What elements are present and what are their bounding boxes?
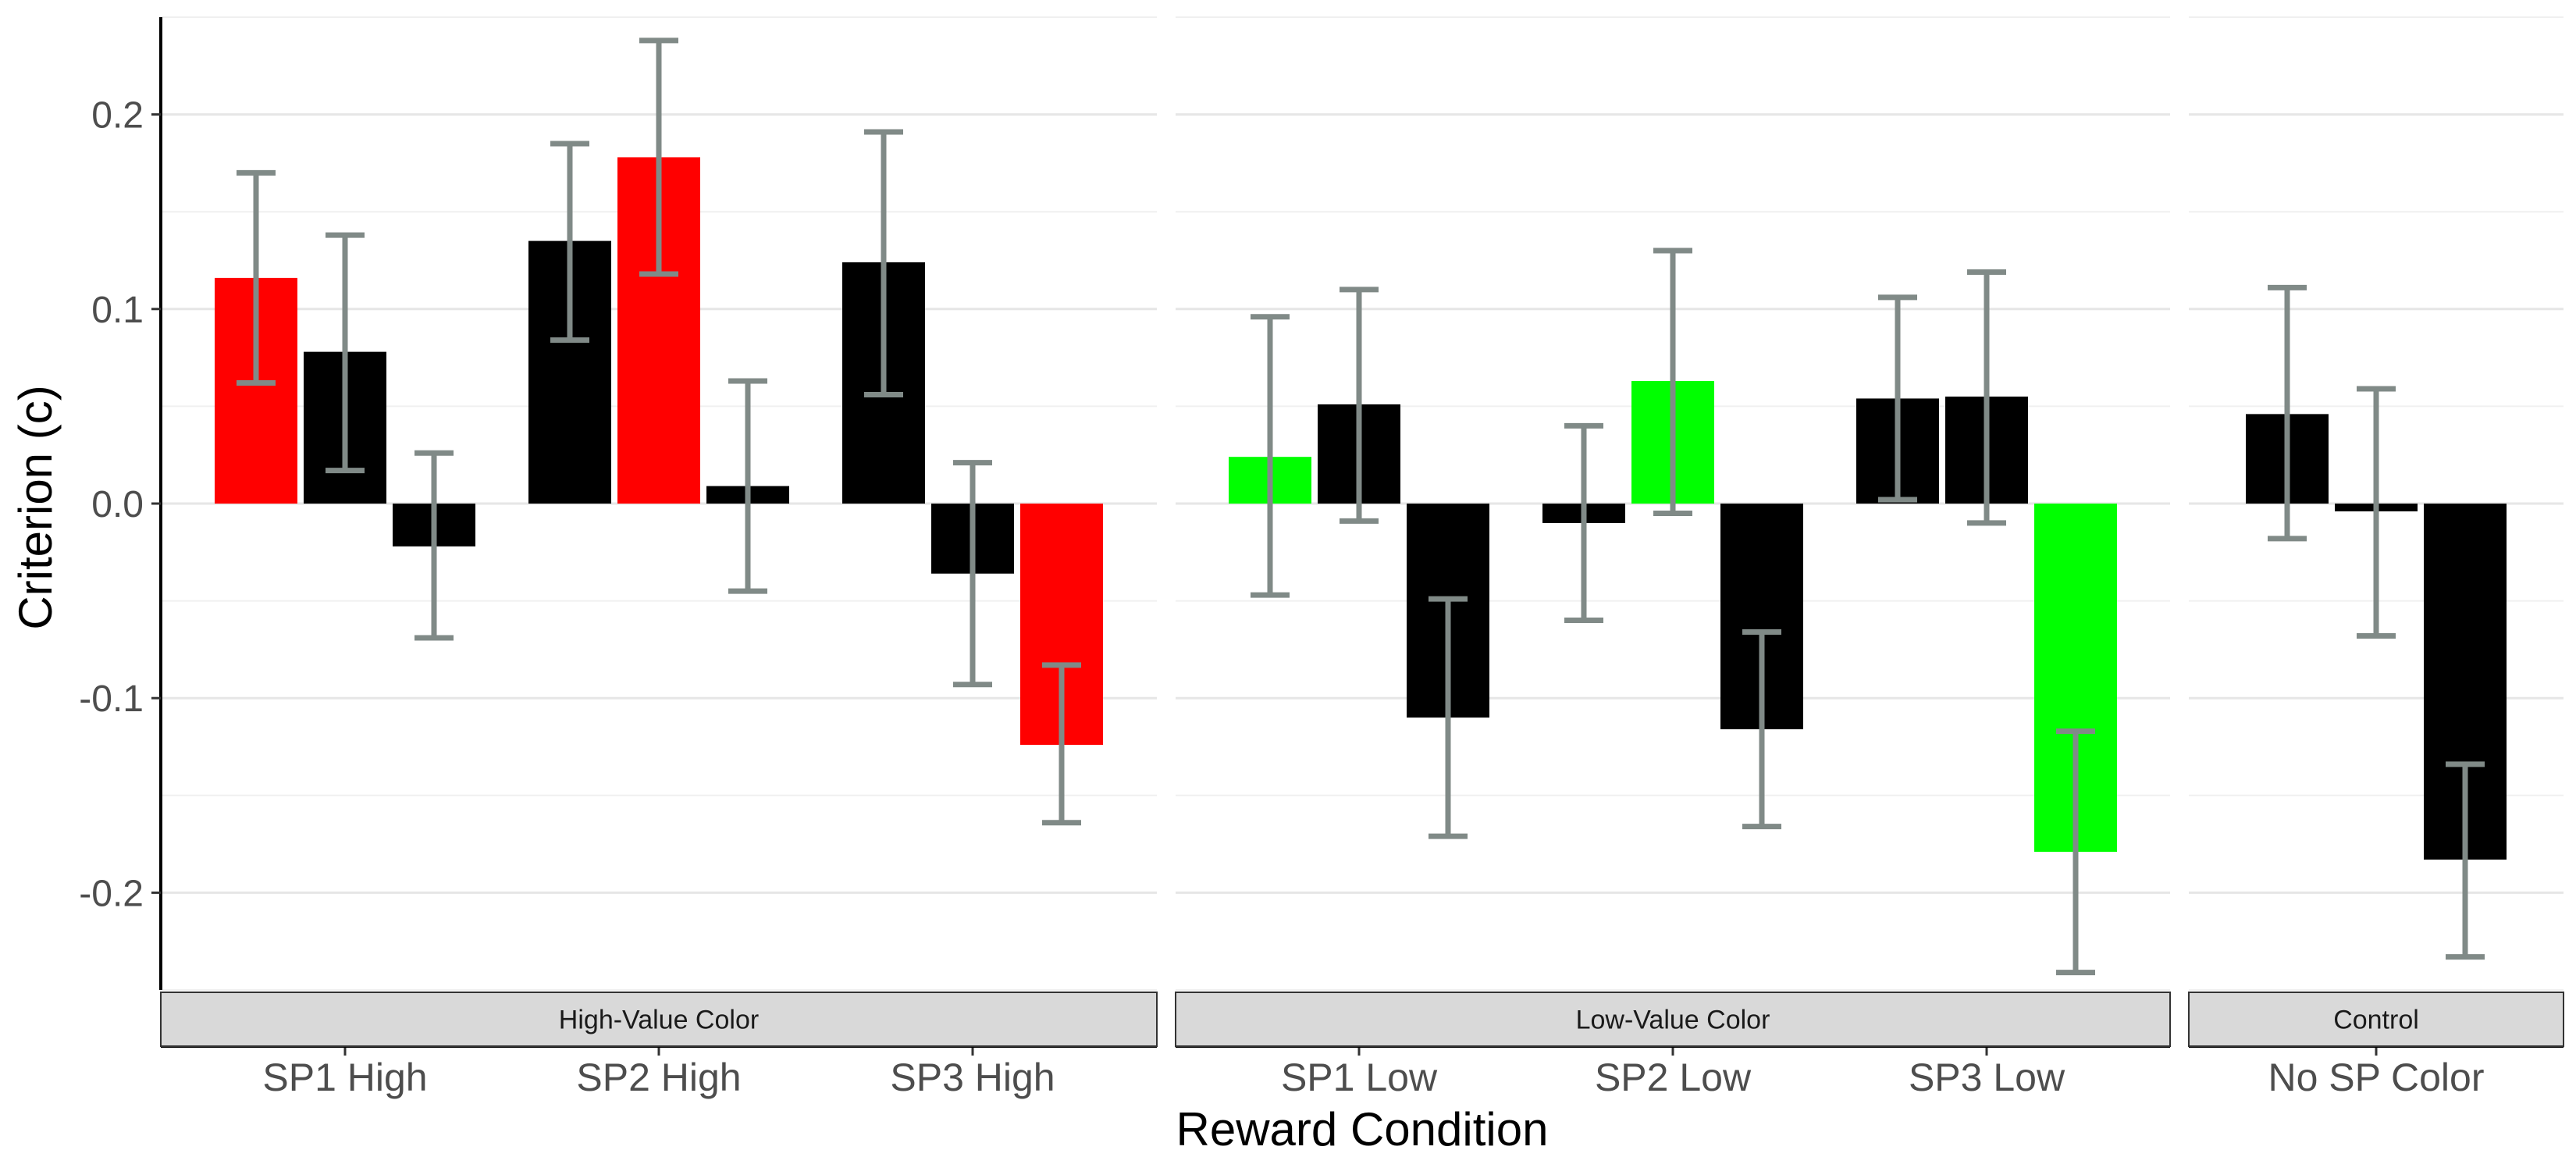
x-axis-title: Reward Condition bbox=[1176, 1103, 1549, 1155]
y-tick-label: 0.1 bbox=[91, 290, 144, 331]
facet-strip bbox=[1175, 992, 2171, 1047]
error-bars bbox=[237, 37, 2485, 976]
x-tick-label: SP3 High bbox=[890, 1056, 1055, 1099]
facet-strip bbox=[160, 992, 1158, 1047]
x-tick-label: No SP Color bbox=[2268, 1056, 2485, 1099]
axes bbox=[151, 17, 2564, 1056]
x-tick-label: SP2 Low bbox=[1595, 1056, 1752, 1099]
x-tick-label: SP1 Low bbox=[1281, 1056, 1438, 1099]
x-tick-label: SP2 High bbox=[576, 1056, 741, 1099]
bars bbox=[215, 157, 2507, 860]
facet-strip-label: Low-Value Color bbox=[1576, 1006, 1770, 1035]
y-tick-label: 0.2 bbox=[91, 95, 144, 137]
facet-strip-label: Control bbox=[2333, 1006, 2419, 1035]
facet-strip bbox=[2188, 992, 2564, 1047]
facet-strips: High-Value Color Low-Value Color Control bbox=[160, 992, 2564, 1047]
y-axis-title: Criterion (c) bbox=[9, 385, 62, 629]
y-tick-label: 0.0 bbox=[91, 484, 144, 525]
labels: SP1 High SP2 High SP3 High SP1 Low SP2 Low SP… bbox=[79, 95, 2484, 1099]
x-tick-label: SP3 Low bbox=[1909, 1056, 2065, 1099]
y-tick-label: -0.1 bbox=[79, 678, 144, 720]
facet-strip-label: High-Value Color bbox=[559, 1006, 759, 1035]
x-tick-label: SP1 High bbox=[262, 1056, 427, 1099]
y-tick-label: -0.2 bbox=[79, 873, 144, 914]
